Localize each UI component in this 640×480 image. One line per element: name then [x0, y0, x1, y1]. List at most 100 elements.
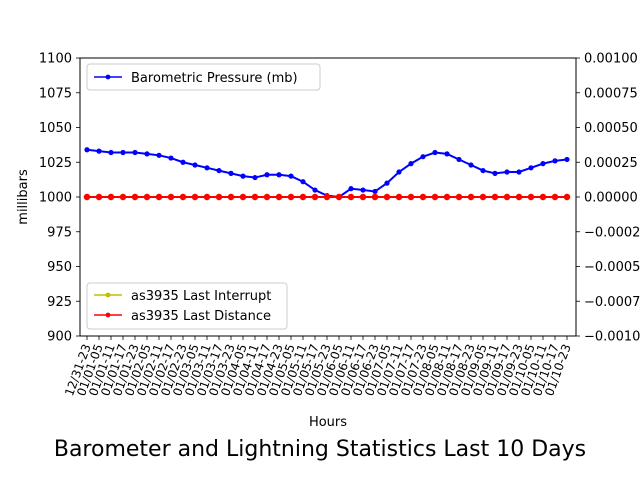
data-point [168, 155, 174, 161]
data-point [456, 156, 462, 163]
data-point [95, 193, 103, 201]
data-point [455, 193, 463, 201]
data-point [527, 193, 535, 201]
data-point [264, 172, 270, 178]
y-tick-label: 1075 [39, 86, 72, 101]
y2-tick-label: 0.00100 [584, 52, 638, 67]
data-point [300, 179, 306, 185]
y2-tick-label: 0.00075 [584, 86, 638, 101]
data-point [359, 193, 367, 201]
legend-lower: as3935 Last Interrupt as3935 Last Distan… [86, 282, 288, 330]
legend-pressure-label: Barometric Pressure (mb) [131, 71, 298, 86]
data-point [84, 147, 90, 153]
data-point [420, 154, 426, 160]
data-point [180, 159, 186, 165]
data-point [240, 173, 246, 179]
data-point [480, 167, 486, 174]
data-point [227, 193, 235, 201]
data-point [444, 151, 450, 157]
data-point [263, 193, 271, 201]
data-point [167, 193, 175, 201]
axis-ticks: 900 925 950 975 1000 1025 1050 1075 1100 −0.0010 −… [39, 52, 640, 398]
legend-distance-label: as3935 Last Distance [131, 309, 271, 324]
data-point [372, 188, 378, 195]
data-point [203, 193, 211, 201]
data-point [119, 193, 127, 201]
data-point [228, 170, 234, 176]
legend-upper-box [86, 63, 321, 91]
data-point [191, 193, 199, 201]
data-point [371, 193, 379, 201]
data-point [551, 193, 559, 201]
data-point [275, 193, 283, 201]
y2-tick-label: 0.00000 [584, 191, 638, 206]
legend-interrupt-label: as3935 Last Interrupt [131, 289, 271, 304]
data-point [479, 193, 487, 201]
y-tick-label: 900 [47, 330, 72, 345]
data-point [312, 187, 318, 193]
data-point [432, 149, 438, 156]
data-point [540, 161, 546, 167]
data-point [144, 151, 150, 157]
y-axis-label: millibars [16, 169, 31, 225]
data-point [431, 193, 439, 201]
data-point [396, 169, 402, 175]
data-point [287, 193, 295, 201]
data-point [132, 149, 138, 156]
data-point [348, 186, 354, 192]
y2-tick-label: 0.00050 [584, 121, 638, 136]
y-tick-label: 1000 [39, 191, 72, 206]
data-point [108, 149, 114, 156]
data-point [347, 193, 355, 201]
data-point [251, 193, 259, 201]
data-point [395, 193, 403, 201]
legend-upper: Barometric Pressure (mb) [86, 63, 321, 91]
data-point [503, 193, 511, 201]
data-point [143, 193, 151, 201]
y2-tick-label: −0.00025 [584, 225, 640, 240]
data-point [504, 169, 510, 175]
data-point [299, 193, 307, 201]
data-point [492, 170, 498, 176]
plot-area [83, 147, 571, 201]
data-point [120, 149, 126, 156]
data-point [276, 172, 282, 178]
data-point [515, 193, 523, 201]
chart-title: Barometer and Lightning Statistics Last … [54, 437, 586, 462]
y-tick-label: 925 [47, 295, 72, 310]
y-tick-label: 975 [47, 225, 72, 240]
data-point [552, 158, 558, 164]
data-point [107, 193, 115, 201]
y-tick-label: 1100 [39, 52, 72, 67]
data-point [467, 193, 475, 201]
data-point [564, 156, 570, 163]
data-point [215, 193, 223, 201]
data-point [131, 193, 139, 201]
x-axis-label: Hours [309, 415, 347, 430]
data-point [179, 193, 187, 201]
data-point [192, 162, 198, 168]
data-point [563, 193, 571, 201]
y2-tick-label: −0.00050 [584, 260, 640, 275]
y-tick-label: 1025 [39, 156, 72, 171]
data-point [528, 165, 534, 171]
legend-interrupt-marker [105, 292, 111, 298]
data-point [96, 148, 102, 154]
data-point [335, 193, 343, 201]
data-point [155, 193, 163, 201]
series-2 [83, 193, 571, 201]
data-point [252, 174, 258, 181]
data-point [156, 152, 162, 158]
data-point [311, 193, 319, 201]
data-point [383, 193, 391, 201]
data-point [204, 165, 210, 171]
data-point [408, 161, 414, 167]
y2-tick-label: 0.00025 [584, 156, 638, 171]
y2-tick-label: −0.0010 [584, 330, 640, 345]
data-point [288, 173, 294, 179]
data-point [384, 180, 390, 186]
data-point [83, 193, 91, 201]
data-point [516, 169, 522, 175]
data-point [491, 193, 499, 201]
